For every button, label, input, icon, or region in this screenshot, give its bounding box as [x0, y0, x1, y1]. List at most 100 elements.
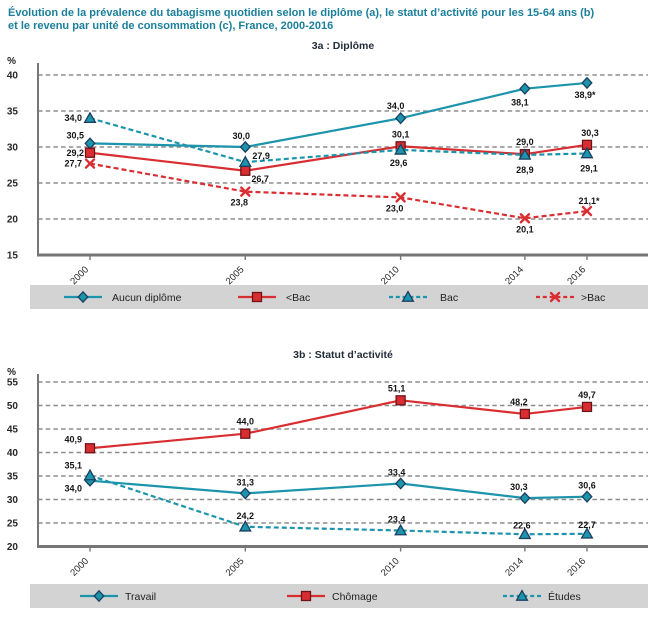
point-legend-chomage [300, 590, 312, 602]
x-tick-label-2016: 2016 [565, 264, 588, 287]
point-legend-travail [93, 589, 105, 603]
point-travail-2005 [239, 487, 251, 500]
chart-3a-subtitle: 3a : Diplôme [312, 40, 375, 52]
label-chomage-2005: 44,0 [237, 417, 255, 427]
point-gt-bac-2016 [581, 205, 593, 217]
label-etudes-2014: 22,6 [513, 520, 531, 530]
point-gt-bac-2010 [395, 192, 406, 203]
chart-3a-diplome: 3a : Diplôme 15 20 25 30 35 40% 2000 2005 2010 201… [7, 40, 648, 309]
point-etudes-2000 [83, 468, 97, 481]
x-marker-stroke [240, 186, 251, 197]
point-lt-bac-2005 [240, 165, 251, 176]
x-tick-label-2005: 2005 [224, 264, 247, 287]
y-tick-label-55: 55 [7, 378, 19, 389]
legend-label-bac: Bac [440, 292, 458, 304]
point-legend-bac [401, 290, 415, 302]
legend-item-bac: Bac [389, 290, 458, 304]
label-aucun-diplome-2016: 38,9* [574, 90, 596, 100]
label-chomage-2000: 40,9 [64, 434, 82, 444]
label-chomage-2016: 49,7 [578, 390, 596, 400]
point-travail-2016 [581, 490, 593, 503]
x-marker-stroke [549, 291, 561, 303]
point-legend-aucun-diplome [77, 290, 89, 304]
y-tick-label-35: 35 [7, 107, 19, 118]
line-chomage [89, 399, 588, 450]
label-chomage-2010: 51,1 [388, 383, 406, 393]
series-gt-bac: 27,7 23,8 23,0 20,1 21,1* [64, 158, 600, 234]
point-bac-2016 [580, 146, 594, 159]
x-tick-label-2016: 2016 [565, 556, 588, 579]
legend-label-etudes: Études [548, 590, 581, 603]
y-tick-label-50: 50 [7, 401, 19, 412]
label-lt-bac-2010: 30,1 [392, 129, 410, 139]
legend-label-gt-bac: >Bac [581, 292, 605, 304]
point-etudes-2010 [394, 523, 408, 536]
point-chomage-2010 [395, 395, 406, 406]
y-tick-label-25: 25 [7, 519, 19, 530]
legend-item-aucun-diplome: Aucun diplôme [64, 290, 182, 304]
legend-label-travail: Travail [125, 591, 156, 603]
label-gt-bac-2010: 23,0 [386, 203, 404, 213]
label-gt-bac-2005: 23,8 [231, 198, 249, 208]
y-axis-unit-label: % [7, 56, 16, 67]
point-bac-2010 [394, 143, 408, 155]
label-lt-bac-2005: 26,7 [251, 174, 269, 184]
point-etudes-2014 [518, 527, 532, 540]
label-gt-bac-2016: 21,1* [578, 196, 600, 206]
legend-item-gt-bac: >Bac [536, 291, 605, 304]
x-tick-label-2010: 2010 [379, 264, 402, 287]
chart-3b-subtitle: 3b : Statut d’activité [293, 349, 393, 361]
label-lt-bac-2014: 29,0 [516, 137, 534, 147]
point-etudes-2005 [238, 520, 252, 532]
point-chomage-2005 [240, 428, 251, 439]
label-etudes-2000: 35,1 [64, 461, 82, 471]
y-tick-label-20: 20 [7, 215, 19, 226]
point-aucun-diplome-2016 [581, 76, 593, 90]
line-bac [89, 117, 588, 164]
point-chomage-2014 [519, 408, 531, 420]
legend-3b: Travail Chômage Études [30, 584, 648, 608]
line-gt-bac [89, 162, 588, 220]
point-etudes-2016 [580, 527, 594, 539]
x-marker-stroke [519, 213, 531, 224]
label-lt-bac-2000: 29,2 [66, 148, 84, 158]
x-tick-label-2000: 2000 [68, 556, 91, 579]
label-travail-2005: 31,3 [237, 477, 255, 487]
series-travail: 34,0 31,3 33,4 30,3 30,6 [64, 468, 596, 505]
label-bac-2016: 29,1 [580, 163, 598, 173]
legend-band [30, 584, 648, 608]
point-gt-bac-2014 [519, 213, 531, 224]
figure-title-line1: Évolution de la prévalence du tabagisme … [8, 6, 595, 19]
point-chomage-2000 [84, 443, 96, 454]
y-tick-label-40: 40 [7, 448, 19, 459]
point-travail-2014 [519, 491, 531, 505]
label-bac-2014: 28,9 [516, 165, 534, 175]
label-travail-2000: 34,0 [64, 484, 82, 494]
x-marker-stroke [84, 158, 96, 169]
label-bac-2010: 29,6 [390, 158, 408, 168]
figure-title-line2: et le revenu par unité de consommation (… [8, 20, 333, 32]
x-tick-label-2014: 2014 [503, 264, 526, 287]
label-aucun-diplome-2014: 38,1 [511, 98, 529, 108]
chart-3b-statut-activite: 3b : Statut d’activité 20 25 30 35 40 45 50 55% 2… [7, 349, 648, 608]
line-lt-bac [89, 143, 588, 172]
legend-label-lt-bac: <Bac [286, 292, 310, 304]
y-axis-unit-label: % [7, 367, 16, 378]
point-bac-2000 [83, 111, 97, 124]
label-gt-bac-2014: 20,1 [516, 224, 534, 234]
point-lt-bac-2000 [84, 147, 96, 158]
legend-item-travail: Travail [80, 589, 156, 603]
y-tick-label-30: 30 [7, 495, 19, 506]
point-aucun-diplome-2005 [239, 140, 251, 154]
y-tick-label-25: 25 [7, 179, 19, 190]
point-gt-bac-2005 [240, 186, 251, 197]
label-bac-2000: 34,0 [64, 113, 82, 123]
label-travail-2016: 30,6 [578, 481, 596, 491]
point-travail-2010 [394, 477, 407, 490]
point-legend-etudes [515, 589, 529, 601]
label-aucun-diplome-2005: 30,0 [233, 131, 251, 141]
legend-item-chomage: Chômage [287, 590, 378, 603]
series-etudes: 35,1 24,2 23,4 22,6 22,7 [64, 461, 596, 540]
point-chomage-2016 [581, 401, 593, 413]
label-travail-2014: 30,3 [510, 482, 528, 492]
